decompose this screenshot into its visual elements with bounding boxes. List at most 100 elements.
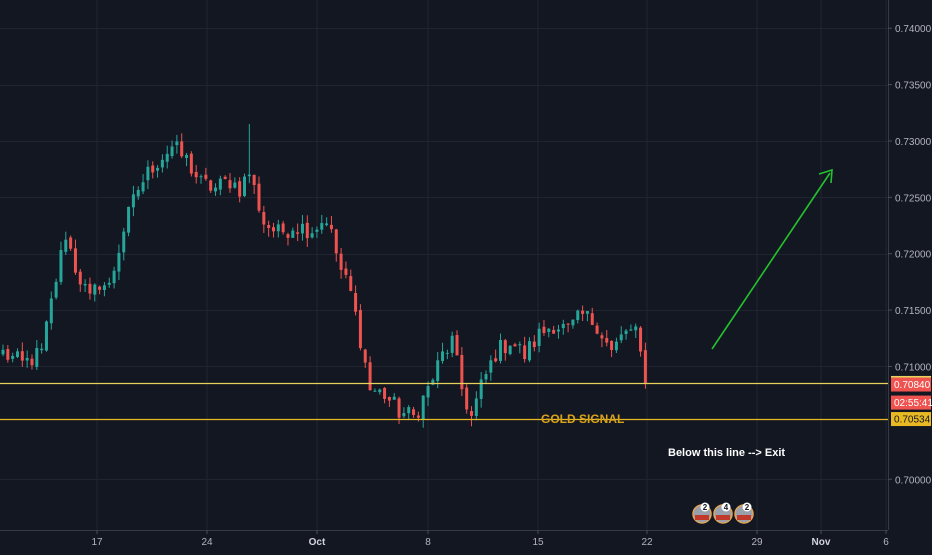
candle (378, 388, 382, 395)
candle (286, 232, 290, 246)
price-tick-label: 0.71500 (895, 306, 932, 317)
candle (1, 344, 5, 357)
candle (518, 341, 522, 354)
exit-note-label: Below this line --> Exit (668, 447, 785, 459)
candle (595, 322, 599, 335)
candle (339, 247, 343, 279)
price-tick-label: 0.74000 (895, 24, 932, 35)
candle (122, 227, 126, 261)
candle (136, 186, 140, 200)
candle (25, 350, 29, 368)
candle (542, 319, 546, 336)
candle (368, 356, 372, 391)
candle (102, 282, 106, 297)
candle (243, 173, 246, 198)
candle (585, 311, 589, 322)
candle (271, 222, 275, 238)
horizontal-levels (0, 382, 888, 421)
time-axis[interactable]: 17 24 Oct 8 15 22 29 Nov 6 (91, 530, 889, 548)
candle (93, 283, 97, 302)
candle (527, 337, 531, 363)
candle (624, 328, 628, 340)
candle (576, 309, 580, 324)
candle (40, 343, 44, 354)
candle (141, 174, 145, 195)
candle (194, 164, 198, 184)
price-tick-label: 0.73000 (895, 137, 932, 148)
candle (49, 291, 53, 330)
candle (561, 319, 565, 335)
svg-text:02:55:41: 02:55:41 (894, 398, 932, 409)
candle (450, 331, 454, 358)
candle (489, 355, 493, 381)
candle (402, 407, 406, 419)
candle (455, 330, 459, 356)
candle (117, 244, 121, 280)
candle (460, 347, 464, 397)
candle (262, 205, 266, 233)
candle (508, 345, 512, 356)
price-tag: 0.70840 (891, 377, 931, 392)
candle (441, 342, 445, 364)
candle (199, 174, 203, 184)
time-tick-label: 8 (425, 537, 431, 548)
candle (349, 269, 353, 292)
svg-text:4: 4 (724, 503, 729, 512)
grid-lines (0, 0, 888, 530)
candle (64, 231, 68, 256)
candle (88, 277, 92, 300)
candle (412, 406, 416, 418)
candle (175, 134, 179, 154)
event-badge[interactable]: 4 (713, 502, 733, 524)
candle (98, 285, 102, 295)
event-badge[interactable]: 2 (734, 502, 754, 524)
price-axis[interactable]: 0.74000 0.73500 0.73000 0.72500 0.72000 0.715… (888, 24, 932, 486)
svg-text:0.70840: 0.70840 (894, 380, 931, 391)
candle (513, 342, 517, 347)
candle (325, 217, 329, 227)
price-tick-label: 0.72000 (895, 250, 932, 261)
candle (78, 268, 82, 292)
candle (498, 333, 502, 364)
candle (185, 152, 189, 167)
candle (296, 223, 300, 242)
candle (151, 161, 155, 179)
candle (15, 348, 19, 359)
candlestick-series (1, 124, 647, 428)
candle (334, 228, 338, 262)
candle (267, 220, 271, 237)
candle (329, 215, 333, 233)
candle (387, 396, 391, 407)
candle (581, 305, 585, 322)
candle (426, 381, 430, 406)
svg-text:2: 2 (703, 503, 708, 512)
candle (165, 145, 169, 169)
candle (610, 340, 614, 358)
candle (291, 227, 295, 238)
candle (383, 386, 387, 404)
candle (552, 325, 556, 334)
candle (20, 342, 24, 367)
price-tag: 02:55:41 (891, 395, 932, 410)
candle (436, 351, 440, 389)
event-badge[interactable]: 2 (692, 502, 712, 524)
candle (30, 354, 34, 370)
candle (445, 349, 449, 360)
candle (223, 175, 227, 180)
candle (614, 337, 618, 353)
event-badges[interactable]: 2 4 2 (692, 502, 754, 524)
candle (146, 160, 150, 190)
candle (209, 179, 213, 193)
candle (634, 323, 638, 338)
candle (300, 215, 304, 241)
candle (83, 279, 87, 292)
candle (214, 183, 218, 196)
candle (358, 304, 362, 351)
candle (470, 406, 474, 427)
candle (629, 324, 633, 331)
candle (503, 338, 507, 361)
candle (276, 219, 280, 238)
